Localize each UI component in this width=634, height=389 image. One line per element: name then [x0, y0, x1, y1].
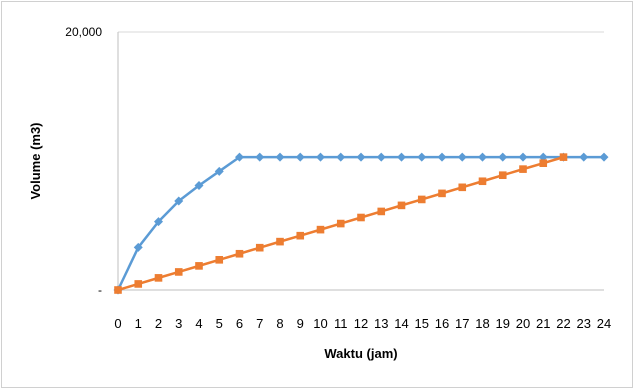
series-2-point [114, 286, 122, 294]
series-1-point [194, 181, 204, 191]
series-1-point [518, 152, 528, 162]
series-line-1 [116, 155, 604, 291]
series-2-point [296, 231, 305, 240]
x-tick-label: 17 [455, 316, 469, 331]
x-tick-label: 20 [516, 316, 530, 331]
series-2-point [539, 159, 548, 167]
series-1-point [457, 152, 467, 162]
series-1-point [214, 166, 224, 176]
series-2-point [438, 189, 446, 198]
series-1-point [235, 152, 244, 162]
x-tick-label: 10 [313, 316, 327, 331]
series-2-point [154, 274, 163, 282]
series-2-point [357, 213, 365, 222]
x-tick-label: 18 [475, 316, 489, 331]
series-2-point [498, 171, 507, 179]
series-1-point [538, 152, 548, 162]
series-2-point [458, 183, 467, 192]
x-tick-label: 9 [297, 316, 304, 331]
x-axis-title: Waktu (jam) [324, 346, 397, 361]
y-tick-label: - [98, 283, 102, 297]
series-1-point [316, 152, 325, 162]
x-tick-label: 22 [556, 316, 570, 331]
x-tick-label: 12 [354, 316, 368, 331]
series-1-point [579, 152, 589, 162]
x-tick-label: 19 [496, 316, 510, 331]
x-tick-label: 16 [435, 316, 449, 331]
series-1-point [478, 152, 487, 162]
series-2-point [417, 195, 426, 204]
series-1-point [417, 152, 427, 162]
x-tick-label: 11 [334, 316, 348, 331]
series-2-point [276, 237, 284, 246]
series-1-point [275, 152, 285, 162]
series-2-point [174, 268, 183, 276]
series-2-point [235, 249, 244, 258]
series-2-point [195, 262, 203, 270]
series-1-point [376, 152, 386, 162]
x-tick-label: 15 [415, 316, 429, 331]
x-tick-label: 23 [577, 316, 591, 331]
series-2-point [559, 153, 568, 161]
series-1-point [255, 152, 265, 162]
y-tick-label: 20,000 [65, 25, 102, 39]
series-2-point [397, 201, 406, 210]
series-1-point [498, 152, 508, 162]
series-2-point [255, 243, 264, 252]
x-tick-label: 7 [256, 316, 263, 331]
x-tick-label: 2 [155, 316, 162, 331]
series-1-point [356, 152, 366, 162]
series-2-point [478, 177, 487, 186]
x-tick-label: 14 [394, 316, 408, 331]
x-tick-label: 1 [135, 316, 142, 331]
series-1-point [154, 217, 163, 227]
x-tick-label: 24 [597, 316, 611, 331]
x-tick-label: 13 [374, 316, 388, 331]
series-1-point [174, 196, 184, 206]
series-2-point [215, 256, 224, 264]
series-1-point [599, 152, 609, 162]
x-tick-label: 5 [216, 316, 223, 331]
series-2-point [519, 165, 527, 173]
x-tick-label: 3 [175, 316, 182, 331]
series-1-point [437, 152, 447, 162]
series-1-point [397, 152, 406, 162]
series-1-point [295, 152, 305, 162]
x-tick-label: 6 [236, 316, 243, 331]
series-1-point [336, 152, 346, 162]
series-2-point [316, 225, 325, 234]
x-tick-label: 4 [195, 316, 202, 331]
series-2-point [336, 219, 345, 228]
x-tick-label: 21 [536, 316, 550, 331]
series-2-point [134, 280, 143, 288]
x-tick-label: 0 [114, 316, 121, 331]
x-tick-label: 8 [276, 316, 283, 331]
y-axis-title: Volume (m3) [28, 122, 43, 199]
series-1-point [133, 242, 143, 252]
series-2-point [377, 207, 386, 216]
